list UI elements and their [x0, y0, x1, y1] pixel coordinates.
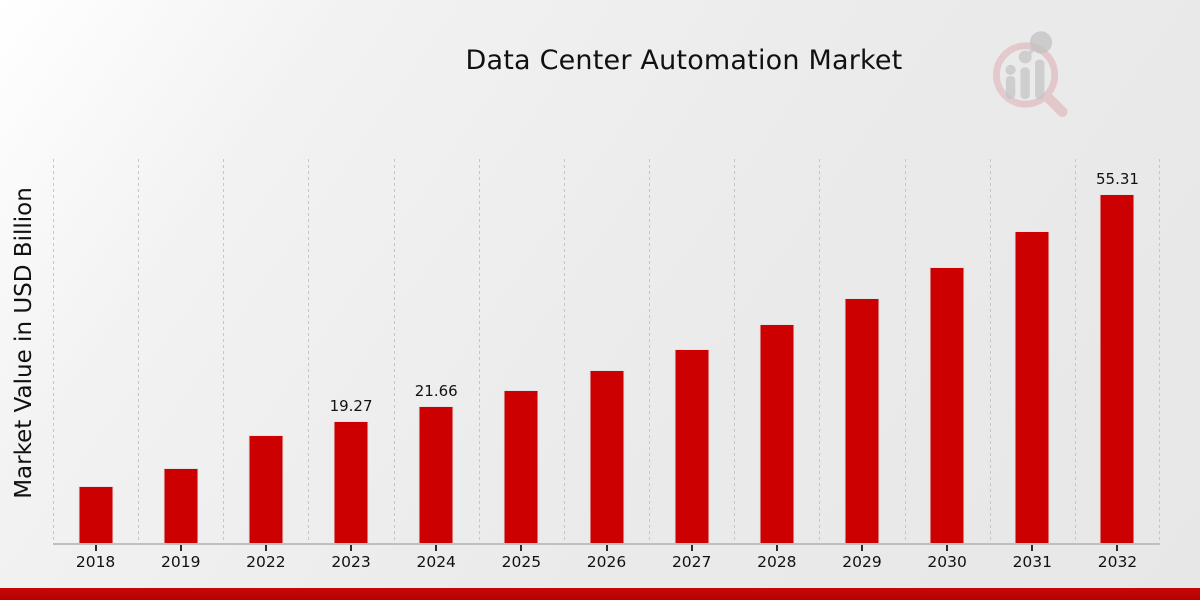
- x-axis-tick-label-2026: 2026: [586, 553, 627, 571]
- x-axis-tick-label-2023: 2023: [331, 553, 371, 571]
- x-axis-tick: [264, 545, 267, 551]
- bar-2028: [759, 324, 795, 543]
- category-cell-2030: 2030: [904, 159, 990, 571]
- x-axis-tick: [350, 545, 353, 551]
- x-axis-tick-label-2019: 2019: [161, 553, 201, 571]
- bar-2030: [929, 267, 965, 543]
- bar-2024: [418, 406, 454, 543]
- bar-2022: [248, 435, 284, 543]
- bar-2019: [163, 468, 199, 543]
- category-cell-2032: 55.31 2032: [1074, 159, 1160, 571]
- category-cell-2027: 2027: [649, 159, 734, 571]
- magnifier-growth-logo-icon: [992, 31, 1068, 117]
- bar-2018: [78, 486, 114, 543]
- y-axis-label: Market Value in USD Billion: [11, 187, 37, 499]
- category-cell-2028: 2028: [734, 159, 819, 571]
- x-axis-tick: [775, 545, 778, 551]
- x-axis-tick-label-2028: 2028: [757, 553, 797, 571]
- x-axis-tick: [860, 545, 863, 551]
- bar-value-label-2024: 21.66: [414, 382, 458, 400]
- x-axis-tick-label-2027: 2027: [671, 553, 712, 571]
- x-axis-tick-label-2032: 2032: [1097, 553, 1138, 571]
- category-cell-2024: 21.66 2024: [393, 159, 479, 571]
- x-axis-tick: [435, 545, 438, 551]
- x-axis-tick: [1116, 545, 1119, 551]
- category-cell-2023: 19.27 2023: [308, 159, 393, 571]
- x-axis-tick: [179, 545, 182, 551]
- x-axis-tick: [605, 545, 608, 551]
- x-axis-tick: [94, 545, 97, 551]
- chart-title: Data Center Automation Market: [465, 45, 903, 76]
- logo-magnifier-handle: [1041, 91, 1068, 117]
- category-cell-2022: 2022: [223, 159, 308, 571]
- bar-2023: [333, 421, 369, 543]
- bar-2027: [674, 349, 710, 543]
- category-cell-2026: 2026: [563, 159, 649, 571]
- x-axis-tick-label-2029: 2029: [842, 553, 882, 571]
- x-axis-tick-label-2031: 2031: [1012, 553, 1053, 571]
- x-axis-tick-label-2024: 2024: [416, 553, 456, 571]
- x-axis-tick-label-2030: 2030: [927, 553, 967, 571]
- plot-area: 2018 2019 2022 19.27 2023 21.66 2024 2025 2026 20…: [53, 159, 1160, 571]
- bar-2029: [844, 298, 880, 543]
- bar-value-label-2032: 55.31: [1095, 170, 1139, 188]
- footer-accent-bar: [0, 588, 1200, 600]
- x-axis-tick-label-2018: 2018: [75, 553, 116, 571]
- bar-2026: [589, 370, 625, 543]
- category-cell-2029: 2029: [819, 159, 904, 571]
- x-axis-tick: [520, 545, 523, 551]
- x-axis-tick: [946, 545, 949, 551]
- x-axis-tick-label-2022: 2022: [246, 553, 286, 571]
- logo-magnifier-ring: [992, 42, 1059, 108]
- category-cell-2031: 2031: [989, 159, 1075, 571]
- x-axis-tick: [1031, 545, 1034, 551]
- category-cell-2019: 2019: [138, 159, 223, 571]
- category-cell-2018: 2018: [53, 159, 138, 571]
- x-axis-tick-label-2025: 2025: [501, 553, 542, 571]
- bar-value-label-2023: 19.27: [329, 397, 373, 415]
- category-cell-2025: 2025: [478, 159, 564, 571]
- bar-2032: [1099, 194, 1135, 543]
- bar-2025: [503, 390, 539, 543]
- bar-2031: [1014, 231, 1050, 543]
- x-axis-tick: [690, 545, 693, 551]
